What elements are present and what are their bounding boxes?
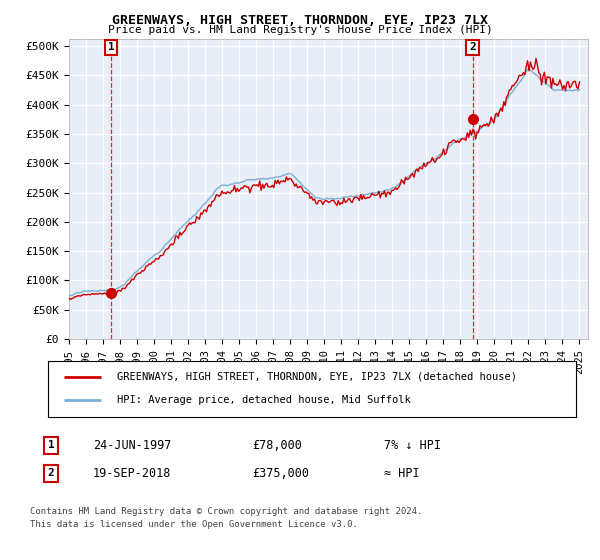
Text: 2: 2 bbox=[469, 43, 476, 53]
Text: Contains HM Land Registry data © Crown copyright and database right 2024.: Contains HM Land Registry data © Crown c… bbox=[30, 507, 422, 516]
Text: 1: 1 bbox=[47, 440, 55, 450]
Text: 1: 1 bbox=[108, 43, 115, 53]
Text: 24-JUN-1997: 24-JUN-1997 bbox=[93, 438, 172, 452]
Text: 7% ↓ HPI: 7% ↓ HPI bbox=[384, 438, 441, 452]
Text: HPI: Average price, detached house, Mid Suffolk: HPI: Average price, detached house, Mid … bbox=[116, 395, 410, 405]
Text: 19-SEP-2018: 19-SEP-2018 bbox=[93, 466, 172, 480]
Text: 2: 2 bbox=[47, 468, 55, 478]
Text: £375,000: £375,000 bbox=[252, 466, 309, 480]
Text: GREENWAYS, HIGH STREET, THORNDON, EYE, IP23 7LX (detached house): GREENWAYS, HIGH STREET, THORNDON, EYE, I… bbox=[116, 372, 517, 382]
Text: Price paid vs. HM Land Registry's House Price Index (HPI): Price paid vs. HM Land Registry's House … bbox=[107, 25, 493, 35]
Text: GREENWAYS, HIGH STREET, THORNDON, EYE, IP23 7LX: GREENWAYS, HIGH STREET, THORNDON, EYE, I… bbox=[112, 14, 488, 27]
Text: This data is licensed under the Open Government Licence v3.0.: This data is licensed under the Open Gov… bbox=[30, 520, 358, 529]
Text: ≈ HPI: ≈ HPI bbox=[384, 466, 419, 480]
Text: £78,000: £78,000 bbox=[252, 438, 302, 452]
